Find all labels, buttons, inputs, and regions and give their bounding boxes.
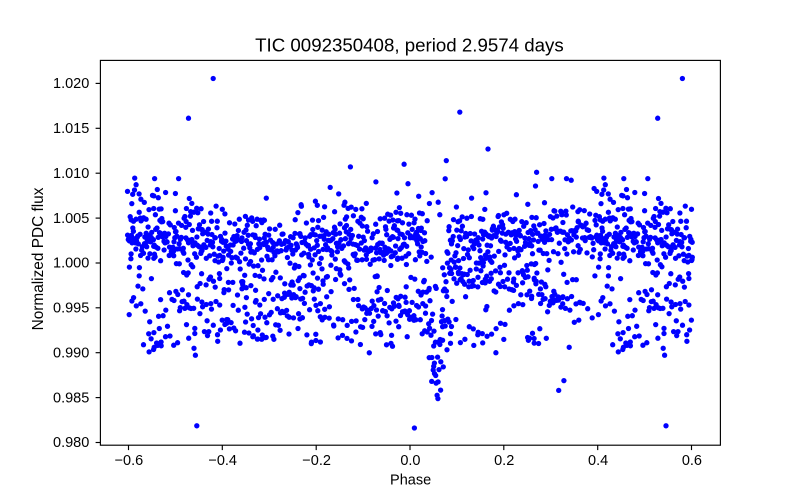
svg-text:0.980: 0.980 [53,435,89,451]
svg-text:Normalized PDC flux: Normalized PDC flux [30,187,47,330]
svg-text:0.4: 0.4 [588,453,608,469]
svg-text:−0.4: −0.4 [208,453,237,469]
svg-text:0.2: 0.2 [494,453,514,469]
svg-text:1.000: 1.000 [53,256,89,272]
svg-text:0.6: 0.6 [682,453,702,469]
svg-text:1.015: 1.015 [53,121,89,137]
svg-text:−0.6: −0.6 [115,453,144,469]
svg-text:0.985: 0.985 [53,390,89,406]
svg-text:TIC 0092350408, period 2.9574: TIC 0092350408, period 2.9574 days [255,35,564,56]
svg-text:Phase: Phase [390,473,431,489]
svg-text:1.020: 1.020 [53,76,89,92]
svg-text:0.0: 0.0 [400,453,420,469]
svg-text:1.005: 1.005 [53,211,89,227]
svg-text:0.990: 0.990 [53,345,89,361]
svg-text:0.995: 0.995 [53,301,89,317]
svg-text:−0.2: −0.2 [302,453,331,469]
svg-text:1.010: 1.010 [53,166,89,182]
